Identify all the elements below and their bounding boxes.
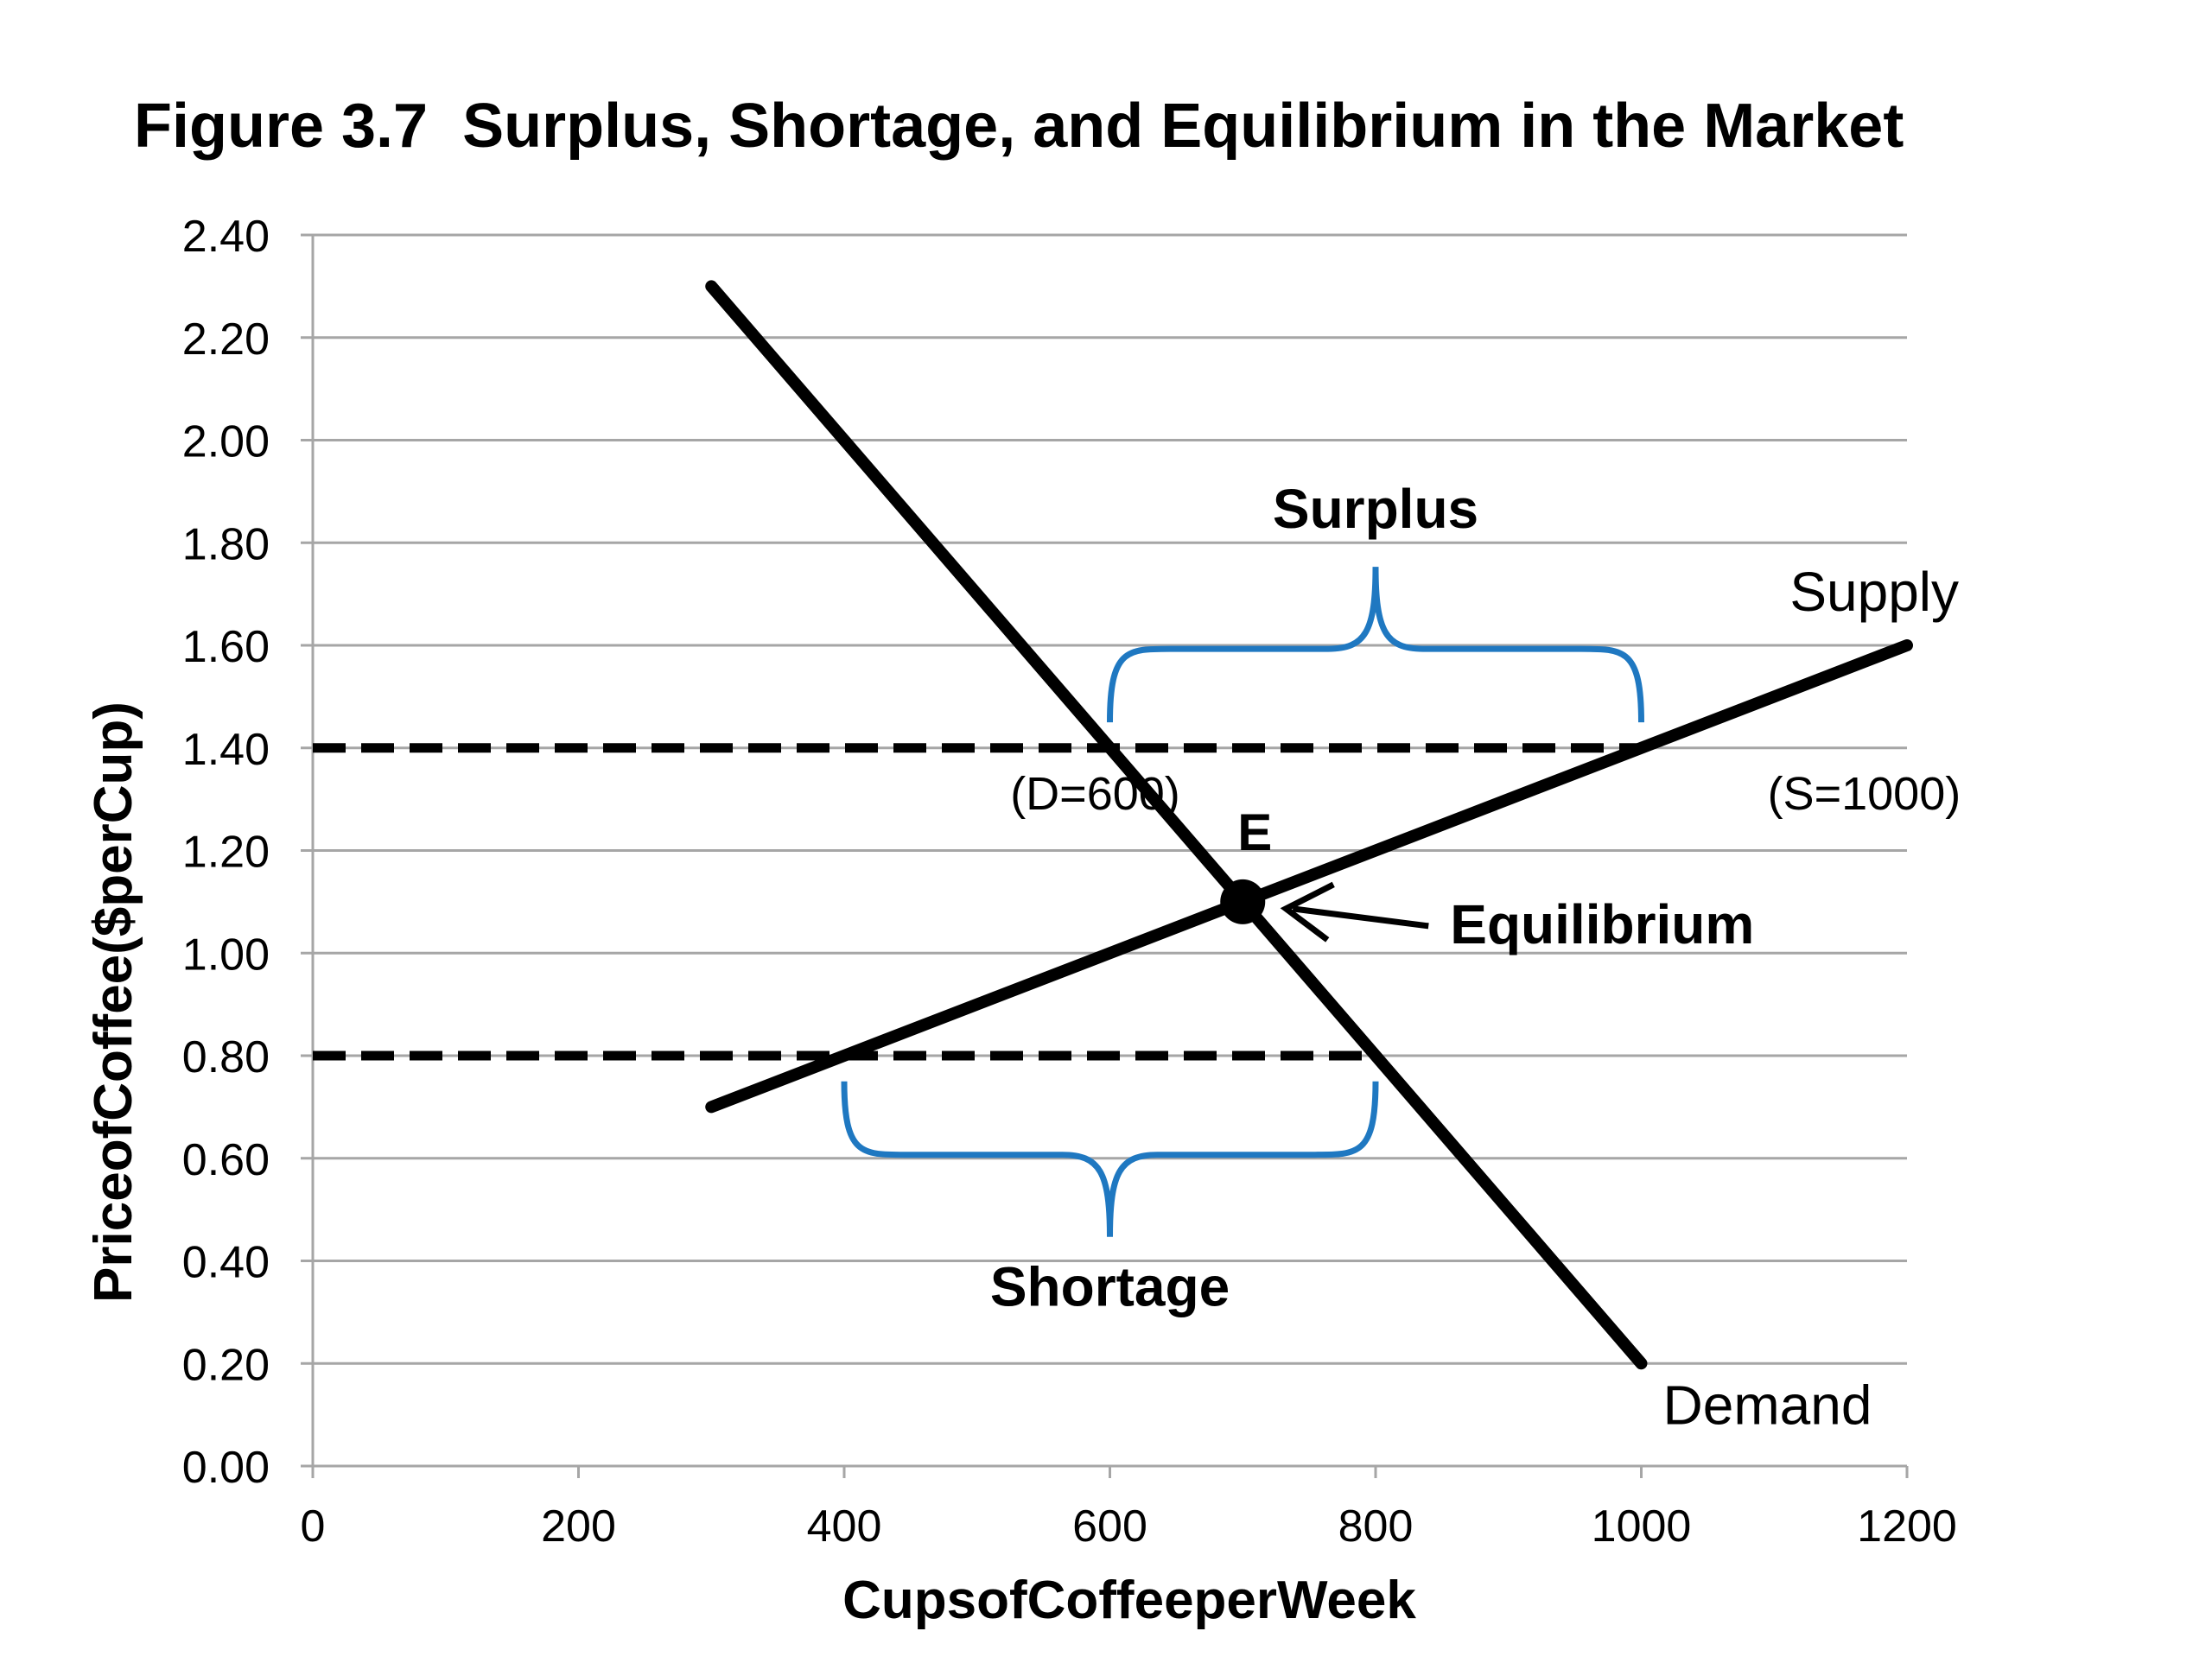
y-tick-label: 1.80: [182, 519, 270, 569]
equilibrium-label: Equilibrium: [1450, 893, 1754, 955]
x-tick-label: 400: [807, 1501, 882, 1552]
supply-curve: [711, 645, 1907, 1107]
y-tick-label: 0.00: [182, 1443, 270, 1493]
x-axis-title: Cups of Coffee per Week: [842, 1571, 1416, 1630]
y-tick-label: 2.00: [182, 417, 270, 467]
axis-layer: 0.00 0.20 0.40 0.60 0.80 1.00 1.20 1.40 1.60 1.80…: [182, 212, 1957, 1552]
y-axis-title: Price of Coffee ($ per Cup): [84, 701, 143, 1303]
y-tick-label: 0.80: [182, 1032, 270, 1082]
y-tick-label: 0.40: [182, 1238, 270, 1288]
quantity-annotation: (D=600): [1010, 768, 1180, 820]
y-tick-label: 0.20: [182, 1340, 270, 1390]
chart-title: Figure 3.7 Surplus, Shortage, and Equili…: [134, 92, 1904, 161]
y-tick-label: 2.20: [182, 314, 270, 365]
curve-layer: [711, 286, 1907, 1363]
y-tick-label: 1.40: [182, 725, 270, 775]
x-tick-label: 1200: [1857, 1501, 1957, 1552]
supply-label: Supply: [1789, 561, 1959, 623]
demand-label: Demand: [1663, 1374, 1872, 1436]
x-tick-label: 1000: [1592, 1501, 1692, 1552]
equilibrium-point-label: E: [1237, 803, 1272, 861]
shortage-label: Shortage: [990, 1256, 1230, 1318]
x-tick-label: 800: [1338, 1501, 1414, 1552]
y-tick-label: 1.20: [182, 828, 270, 878]
x-tick-label: 200: [541, 1501, 616, 1552]
y-tick-label: 1.60: [182, 622, 270, 672]
y-tick-label: 0.60: [182, 1135, 270, 1185]
quantity-annotation: (S=1000): [1768, 768, 1961, 820]
y-tick-label: 1.00: [182, 930, 270, 980]
demand-curve: [711, 286, 1641, 1363]
y-tick-label: 2.40: [182, 212, 270, 262]
x-tick-label: 600: [1072, 1501, 1147, 1552]
equilibrium-arrow: [1293, 909, 1428, 926]
equilibrium-point: [1220, 879, 1265, 924]
surplus-label: Surplus: [1273, 478, 1478, 540]
label-layer: Surplus Shortage Supply Demand E Equilibrium (…: [990, 478, 1961, 1436]
x-tick-label: 0: [301, 1501, 326, 1552]
